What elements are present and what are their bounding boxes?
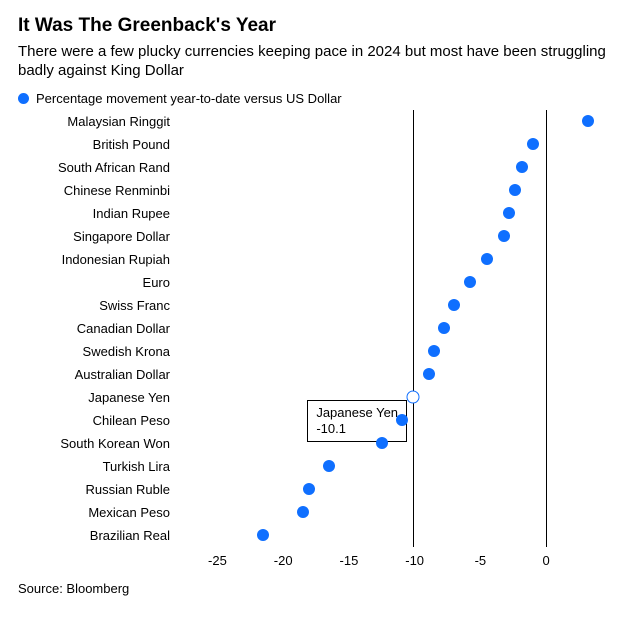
row-label: Canadian Dollar xyxy=(18,322,178,335)
data-marker[interactable] xyxy=(498,230,510,242)
row-label: Singapore Dollar xyxy=(18,230,178,243)
row-label: Australian Dollar xyxy=(18,368,178,381)
chart-subtitle: There were a few plucky currencies keepi… xyxy=(18,42,625,81)
data-row: South African Rand xyxy=(18,156,625,179)
x-axis: -25 -20 -15 -10 -5 0 xyxy=(18,551,625,575)
row-plot xyxy=(178,340,625,363)
data-marker[interactable] xyxy=(516,161,528,173)
source-label: Source: Bloomberg xyxy=(18,581,625,596)
data-marker[interactable] xyxy=(509,184,521,196)
data-row: British Pound xyxy=(18,133,625,156)
row-label: Malaysian Ringgit xyxy=(18,115,178,128)
legend: Percentage movement year-to-date versus … xyxy=(18,91,625,106)
row-plot xyxy=(178,179,625,202)
data-marker[interactable] xyxy=(376,437,388,449)
data-marker[interactable] xyxy=(438,322,450,334)
data-marker[interactable] xyxy=(396,414,408,426)
row-plot xyxy=(178,202,625,225)
row-plot xyxy=(178,317,625,340)
data-marker[interactable] xyxy=(503,207,515,219)
row-plot xyxy=(178,225,625,248)
data-marker[interactable] xyxy=(297,506,309,518)
row-label: Chinese Renminbi xyxy=(18,184,178,197)
row-label: Russian Ruble xyxy=(18,483,178,496)
data-marker[interactable] xyxy=(582,115,594,127)
row-label: South African Rand xyxy=(18,161,178,174)
row-plot xyxy=(178,386,625,409)
row-label: Indonesian Rupiah xyxy=(18,253,178,266)
data-marker[interactable] xyxy=(303,483,315,495)
x-tick-label: -15 xyxy=(340,553,359,568)
x-tick-label: -25 xyxy=(208,553,227,568)
data-row: Australian Dollar xyxy=(18,363,625,386)
data-marker-highlight[interactable] xyxy=(407,391,420,404)
row-label: Swiss Franc xyxy=(18,299,178,312)
data-marker[interactable] xyxy=(428,345,440,357)
data-row: Indonesian Rupiah xyxy=(18,248,625,271)
data-row: Brazilian Real xyxy=(18,524,625,547)
data-row: Russian Ruble xyxy=(18,478,625,501)
data-row: Turkish Lira xyxy=(18,455,625,478)
data-marker[interactable] xyxy=(464,276,476,288)
row-label: Euro xyxy=(18,276,178,289)
row-plot xyxy=(178,133,625,156)
chart-container: It Was The Greenback's Year There were a… xyxy=(0,0,643,626)
row-plot xyxy=(178,524,625,547)
data-row: South Korean Won xyxy=(18,432,625,455)
row-plot xyxy=(178,248,625,271)
data-marker[interactable] xyxy=(527,138,539,150)
row-label: Indian Rupee xyxy=(18,207,178,220)
row-plot xyxy=(178,432,625,455)
data-row: Chilean Peso xyxy=(18,409,625,432)
row-label: Swedish Krona xyxy=(18,345,178,358)
x-tick-label: 0 xyxy=(542,553,549,568)
legend-marker-icon xyxy=(18,93,29,104)
legend-label: Percentage movement year-to-date versus … xyxy=(36,91,342,106)
data-marker[interactable] xyxy=(423,368,435,380)
data-row: Chinese Renminbi xyxy=(18,179,625,202)
row-plot xyxy=(178,455,625,478)
row-plot xyxy=(178,478,625,501)
row-plot xyxy=(178,294,625,317)
row-label: Japanese Yen xyxy=(18,391,178,404)
data-marker[interactable] xyxy=(257,529,269,541)
row-label: South Korean Won xyxy=(18,437,178,450)
data-row: Canadian Dollar xyxy=(18,317,625,340)
data-row: Mexican Peso xyxy=(18,501,625,524)
row-label: Mexican Peso xyxy=(18,506,178,519)
row-label: Turkish Lira xyxy=(18,460,178,473)
data-marker[interactable] xyxy=(448,299,460,311)
plot-area: Japanese Yen-10.1 Malaysian RinggitBriti… xyxy=(18,110,625,547)
row-label: Brazilian Real xyxy=(18,529,178,542)
data-row: Malaysian Ringgit xyxy=(18,110,625,133)
data-row: Singapore Dollar xyxy=(18,225,625,248)
row-plot xyxy=(178,271,625,294)
data-marker[interactable] xyxy=(323,460,335,472)
data-row: Euro xyxy=(18,271,625,294)
row-plot xyxy=(178,110,625,133)
row-plot xyxy=(178,156,625,179)
row-plot xyxy=(178,409,625,432)
data-row: Swiss Franc xyxy=(18,294,625,317)
row-label: British Pound xyxy=(18,138,178,151)
row-plot xyxy=(178,363,625,386)
row-label: Chilean Peso xyxy=(18,414,178,427)
x-tick-label: -5 xyxy=(475,553,487,568)
row-plot xyxy=(178,501,625,524)
data-row: Indian Rupee xyxy=(18,202,625,225)
x-tick-label: -20 xyxy=(274,553,293,568)
data-row: Japanese Yen xyxy=(18,386,625,409)
data-row: Swedish Krona xyxy=(18,340,625,363)
data-marker[interactable] xyxy=(481,253,493,265)
x-tick-label: -10 xyxy=(405,553,424,568)
chart-title: It Was The Greenback's Year xyxy=(18,14,625,38)
